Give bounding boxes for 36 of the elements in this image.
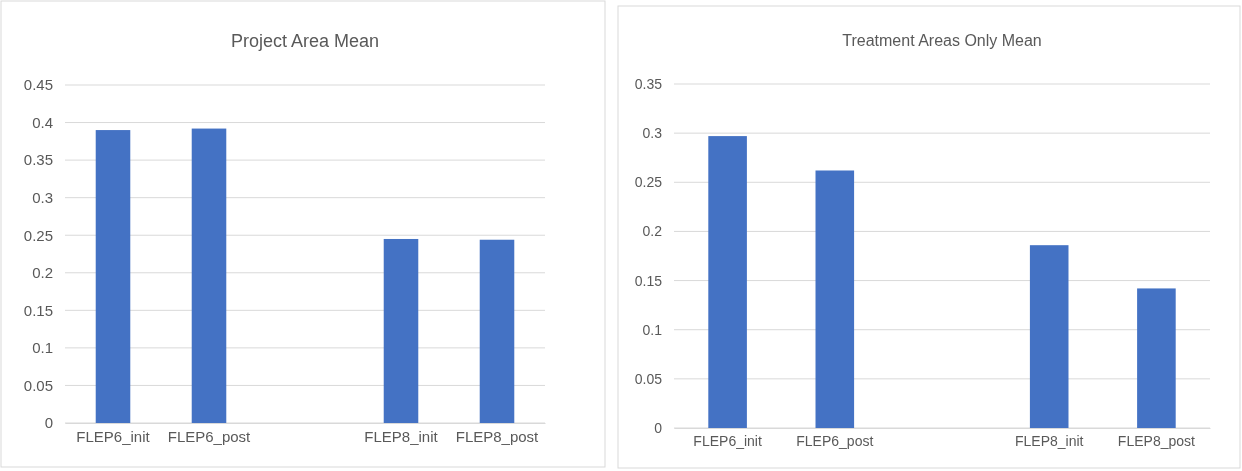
- y-tick-label: 0.1: [642, 321, 663, 338]
- bar: [95, 130, 131, 423]
- y-tick-label: 0.05: [634, 370, 663, 387]
- y-tick-label: 0.1: [32, 339, 53, 357]
- y-tick-label: 0.15: [634, 272, 663, 289]
- x-tick-label: FLEP6_init: [693, 432, 762, 449]
- y-tick-label: 0.25: [634, 174, 663, 191]
- y-tick-label: 0.2: [642, 223, 663, 240]
- y-tick-label: 0: [44, 414, 53, 432]
- x-tick-label: FLEP8_post: [455, 427, 540, 445]
- chart-title: Project Area Mean: [230, 31, 380, 51]
- y-tick-label: 0.3: [32, 188, 53, 206]
- y-tick-label: 0.35: [23, 151, 53, 169]
- y-tick-label: 0.35: [634, 75, 663, 92]
- y-tick-label: 0.15: [23, 301, 53, 319]
- bar: [383, 238, 419, 423]
- chart-title: Treatment Areas Only Mean: [842, 32, 1042, 49]
- y-tick-label: 0.25: [23, 226, 53, 244]
- y-tick-label: 0.3: [642, 125, 663, 142]
- bar: [1029, 245, 1069, 428]
- x-tick-label: FLEP6_init: [76, 427, 151, 445]
- x-tick-label: FLEP8_init: [1014, 432, 1084, 449]
- bar: [479, 239, 515, 423]
- y-tick-label: 0.45: [23, 76, 53, 94]
- x-tick-label: FLEP6_post: [167, 427, 252, 445]
- bar: [1137, 288, 1176, 428]
- bar: [191, 128, 227, 423]
- x-tick-label: FLEP6_post: [796, 432, 874, 449]
- y-tick-label: 0.2: [32, 264, 53, 282]
- y-tick-label: 0.05: [23, 376, 53, 394]
- y-tick-label: 0.4: [32, 113, 53, 131]
- x-tick-label: FLEP8_init: [364, 427, 439, 445]
- bar: [708, 136, 747, 428]
- y-tick-label: 0: [654, 419, 663, 436]
- bar: [815, 170, 855, 428]
- x-tick-label: FLEP8_post: [1117, 432, 1196, 449]
